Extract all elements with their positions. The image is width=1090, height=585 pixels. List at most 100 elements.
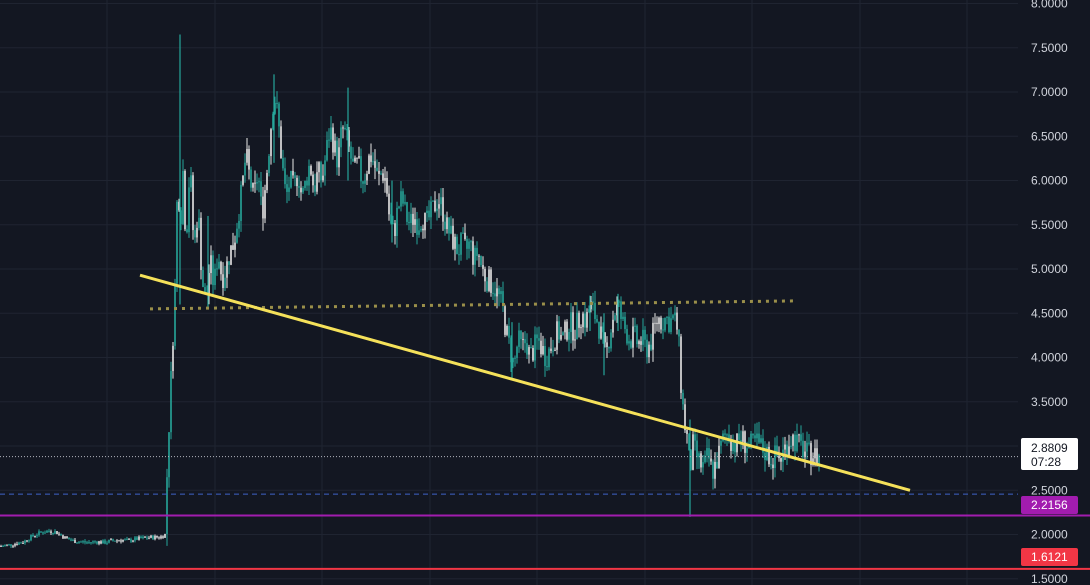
candle-body: [492, 292, 494, 294]
candle-body: [266, 172, 268, 191]
candle-body: [420, 228, 422, 231]
candle-body: [376, 167, 378, 171]
candle-body: [586, 312, 588, 328]
candle-body: [438, 204, 440, 209]
candle-body: [104, 540, 106, 544]
candle-body: [2, 545, 4, 547]
candle-body: [44, 532, 46, 534]
candle-body: [486, 281, 488, 291]
candle-body: [700, 453, 702, 468]
candle-body: [294, 175, 296, 178]
candle-body: [494, 293, 496, 297]
candle-body: [442, 197, 444, 222]
candle-body: [248, 149, 250, 170]
candle-body: [780, 458, 782, 462]
candle-body: [708, 448, 710, 459]
candle-body: [460, 233, 462, 255]
candle-body: [76, 542, 78, 544]
purple-level-badge: [1021, 496, 1078, 514]
candle-body: [756, 433, 758, 439]
candle-body: [542, 346, 544, 355]
candle-body: [166, 477, 168, 535]
candle-body: [286, 184, 288, 192]
candle-body: [520, 330, 522, 340]
candle-body: [530, 347, 532, 349]
candle-body: [134, 537, 136, 541]
candle-body: [634, 325, 636, 327]
candle-body: [170, 371, 172, 433]
candle-body: [356, 157, 358, 159]
candle-body: [664, 317, 666, 331]
candle-body: [740, 439, 742, 442]
candle-body: [768, 446, 770, 465]
candle-body: [256, 182, 258, 184]
candle-body: [538, 338, 540, 341]
candle-body: [298, 186, 300, 188]
candle-body: [796, 434, 798, 451]
candle-body: [714, 461, 716, 479]
resistance-dotted-line: [149, 299, 796, 311]
red-level-badge: [1021, 548, 1078, 566]
candle-body: [122, 540, 124, 542]
candle-body: [578, 312, 580, 328]
candle-body: [226, 261, 228, 278]
candle-body: [470, 241, 472, 243]
candle-body: [658, 317, 660, 325]
candle-body: [404, 202, 406, 204]
candle-body: [398, 206, 400, 208]
candle-body: [228, 261, 230, 265]
candle-body: [214, 268, 216, 286]
current-price-badge: [1021, 438, 1078, 470]
candle-body: [706, 448, 708, 456]
candle-body: [436, 208, 438, 212]
candle-body: [718, 445, 720, 469]
candle-body: [114, 540, 116, 542]
candle-body: [96, 541, 98, 544]
candle-body: [564, 321, 566, 333]
candle-body: [316, 172, 318, 192]
candle-body: [598, 321, 600, 339]
candle-body: [434, 200, 436, 212]
candle-body: [478, 255, 480, 257]
candle-body: [276, 102, 278, 104]
candle-body: [528, 347, 530, 355]
y-tick-label: 6.5000: [1031, 129, 1068, 143]
candle-body: [280, 126, 282, 159]
candles: [0, 34, 820, 549]
candle-body: [62, 535, 64, 539]
candle-body: [818, 455, 820, 464]
candle-body: [56, 531, 58, 535]
candle-body: [154, 535, 156, 540]
candle-body: [662, 329, 664, 331]
candle-body: [678, 329, 680, 337]
candle-body: [742, 431, 744, 442]
candle-body: [100, 541, 102, 544]
candle-body: [754, 435, 756, 439]
candle-body: [454, 236, 456, 249]
candle-body: [720, 440, 722, 446]
candle-body: [234, 242, 236, 250]
candle-body: [300, 187, 302, 193]
candle-body: [596, 318, 598, 322]
candle-body: [246, 149, 248, 163]
candle-body: [806, 442, 808, 452]
candle-body: [642, 329, 644, 345]
candle-body: [590, 301, 592, 310]
candle-body: [136, 537, 138, 540]
candle-body: [776, 445, 778, 456]
candle-body: [264, 190, 266, 219]
candle-body: [458, 254, 460, 256]
candle-body: [672, 315, 674, 319]
candle-body: [476, 247, 478, 256]
candle-body: [336, 140, 338, 168]
candle-body: [260, 181, 262, 197]
candle-body: [638, 341, 640, 345]
candle-body: [48, 530, 50, 532]
candle-body: [712, 461, 714, 479]
candle-body: [216, 268, 218, 270]
candle-body: [176, 201, 178, 284]
candle-body: [378, 170, 380, 174]
candle-body: [244, 162, 246, 176]
